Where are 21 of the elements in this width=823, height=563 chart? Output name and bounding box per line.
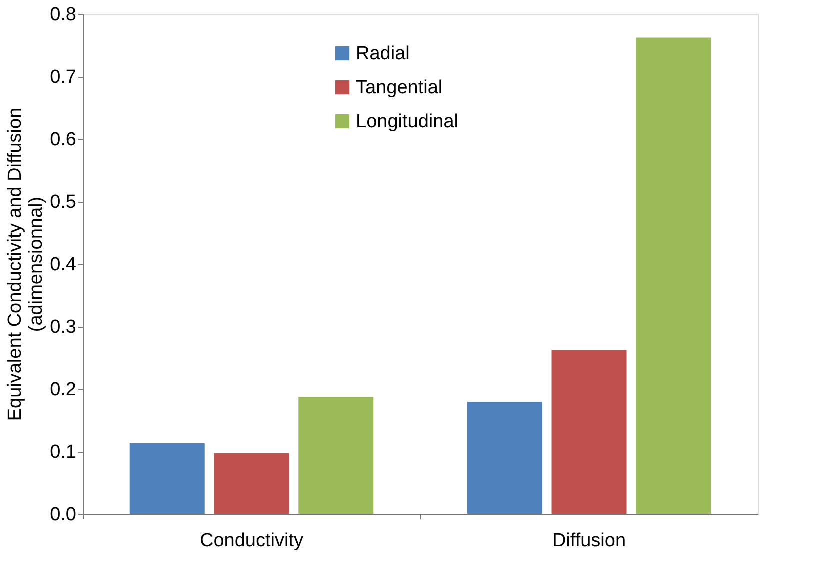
y-axis-title: Equivalent Conductivity and Diffusion (adimensionnal) [5,108,48,422]
y-tick-label: 0.7 [50,67,76,88]
y-tick-label: 0.8 [50,4,76,26]
bar [636,38,712,514]
y-tick-label: 0.3 [50,317,76,338]
bar [214,453,290,514]
bar [298,397,374,514]
legend-label: Longitudinal [356,112,458,132]
legend-label: Radial [356,44,410,64]
x-tick-label: Diffusion [552,530,626,552]
y-tick-label: 0.0 [50,504,76,526]
legend-label: Tangential [356,78,443,98]
y-tick-label: 0.4 [50,254,77,276]
y-tick-label: 0.2 [50,380,76,400]
x-tick-label: Conductivity [200,530,304,552]
bar [130,443,205,514]
y-tick-label: 0.1 [50,442,76,463]
bar [552,350,627,514]
bar [467,402,542,514]
y-tick-label: 0.6 [50,130,76,150]
y-tick-label: 0.5 [50,192,76,213]
